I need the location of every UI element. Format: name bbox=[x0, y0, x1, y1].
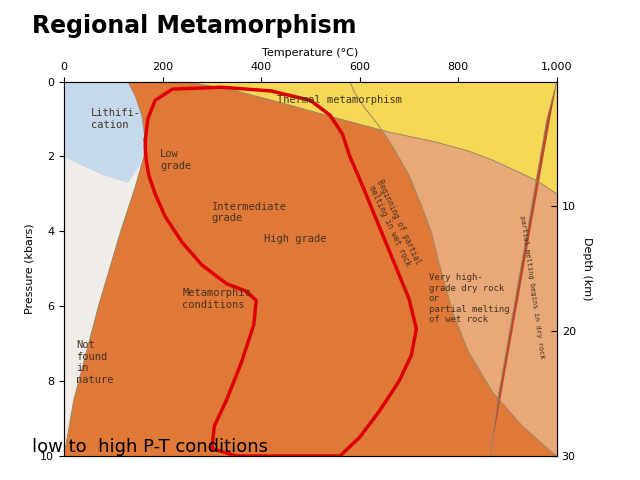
Polygon shape bbox=[350, 82, 557, 456]
X-axis label: Temperature (°C): Temperature (°C) bbox=[262, 48, 358, 59]
Text: High grade: High grade bbox=[264, 234, 327, 244]
Y-axis label: Depth (km): Depth (km) bbox=[582, 237, 593, 300]
Polygon shape bbox=[64, 82, 557, 194]
Polygon shape bbox=[64, 82, 145, 456]
Polygon shape bbox=[64, 82, 145, 183]
Text: Very high-
grade dry rock
or
partial melting
of wet rock: Very high- grade dry rock or partial mel… bbox=[429, 274, 509, 324]
Text: Thermal metamorphism: Thermal metamorphism bbox=[278, 96, 403, 105]
Text: Beginning of partial
melting in wet rock: Beginning of partial melting in wet rock bbox=[366, 178, 422, 270]
Text: partial melting begins in dry rock: partial melting begins in dry rock bbox=[519, 216, 545, 360]
Text: low to  high P-T conditions: low to high P-T conditions bbox=[32, 438, 268, 456]
Text: Regional Metamorphism: Regional Metamorphism bbox=[32, 14, 356, 38]
Text: Lithifi-
cation: Lithifi- cation bbox=[91, 108, 141, 130]
Y-axis label: Pressure (kbars): Pressure (kbars) bbox=[25, 224, 35, 314]
Text: Metamorphic
conditions: Metamorphic conditions bbox=[182, 288, 251, 310]
Polygon shape bbox=[64, 82, 145, 183]
Polygon shape bbox=[490, 82, 557, 456]
Text: Low
grade: Low grade bbox=[160, 149, 191, 171]
Text: Not
found
in
nature: Not found in nature bbox=[76, 340, 114, 385]
Text: Intermediate
grade: Intermediate grade bbox=[212, 202, 287, 224]
Polygon shape bbox=[64, 82, 557, 456]
Polygon shape bbox=[64, 82, 557, 456]
